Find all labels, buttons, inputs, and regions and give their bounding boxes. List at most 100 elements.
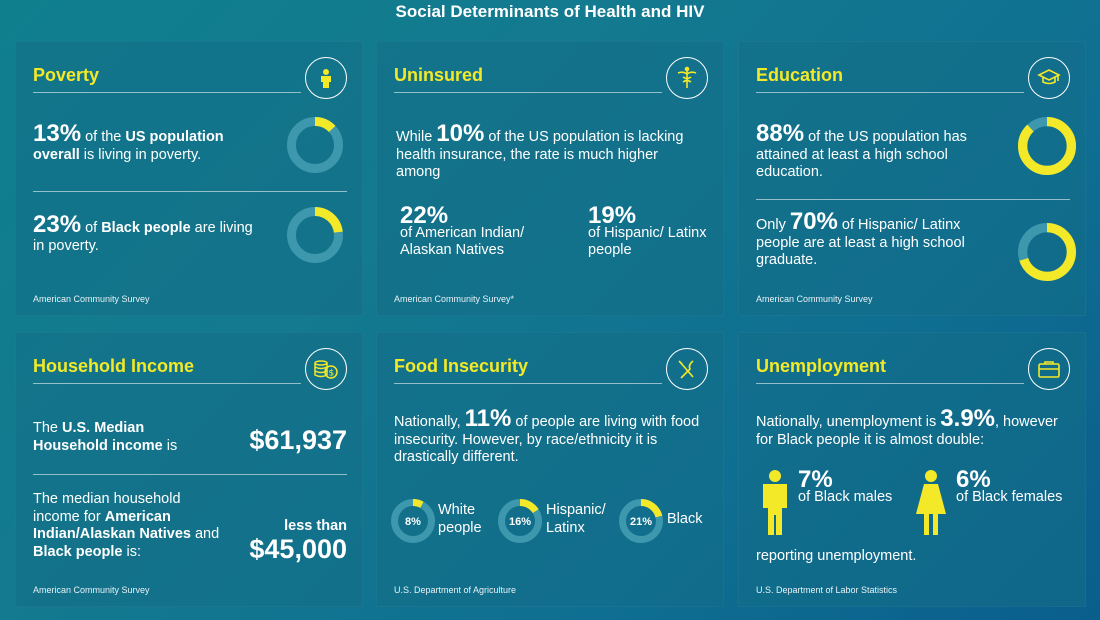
stat-bold-text: Black people [101,220,191,236]
svg-text:$: $ [329,369,335,379]
income-text: and [190,526,220,542]
divider [756,199,1070,200]
minority-income-value: $45,000 [249,534,347,564]
source: U.S. Department of Agriculture [394,585,517,595]
education-card: Education 88% of the US population has a… [738,41,1086,316]
stat-value: 3.9% [940,405,995,432]
group-label: Hispanic/ [546,502,606,518]
card-title: Household Income [33,356,195,376]
stat-value: 19% [588,202,637,229]
stat-text: are living in poverty. [33,220,253,254]
card-title: Unemployment [756,356,887,376]
group-label: Latinx [546,519,585,536]
stat-bold-text: US population overall [33,129,224,163]
stat-label: of Hispanic/ Latinx people [588,224,707,259]
stat-value: 10% [436,120,485,147]
donut-fill [1018,223,1076,281]
intro-text: While [396,129,437,145]
title-rule [394,383,662,384]
stat-value: 13% [33,120,82,147]
donut-fill [1018,117,1076,175]
less-than-label: less than [284,518,347,534]
income-bold-text: American Indian/Alaskan Natives [33,508,191,543]
poverty-stat-2: 23% of Black people are living in povert… [33,213,253,255]
donut-fill [287,117,343,173]
title-rule [394,92,662,93]
income-bold-text: U.S. Median Household income [33,420,163,454]
income-bold-text: Black people [33,543,123,560]
source: American Community Survey [33,585,150,595]
stat-text: of the US population has attained at lea… [756,129,967,180]
group-label: Black [667,511,703,527]
card-title: Uninsured [394,65,484,85]
stat-text: is living in poverty. [79,146,202,163]
food-insecurity-card: Food Insecurity Nationally, 11% of peopl… [376,332,724,607]
briefcase-icon [1028,348,1070,390]
group-label: people [438,519,482,536]
stat-value: 6% [956,466,991,493]
food-donut-black: 21% [619,499,663,543]
stat-text: of Hispanic/ Latinx people are at least … [756,217,965,268]
source: U.S. Department of Labor Statistics [756,585,898,595]
education-donut-1 [1018,117,1076,175]
page-title: Social Determinants of Health and HIV [395,2,705,21]
unemp-text: , however for Black people it is almost … [756,414,1058,448]
median-minority-label: The median household income for American… [33,491,223,561]
uninsured-intro: While 10% of the US population is lackin… [396,122,706,182]
title-rule [756,92,1024,93]
title-rule [33,92,301,93]
person-icon [305,57,347,99]
education-stat-2: Only 70% of Hispanic/ Latinx people are … [756,210,1001,270]
title-rule [756,383,1024,384]
median-income-value: $61,937 [249,425,347,455]
uninsured-card: Uninsured While 10% of the US population… [376,41,724,316]
unemployment-footer: reporting unemployment. [756,548,917,564]
stat-value: 88% [756,120,805,147]
unemployment-card: Unemployment Nationally, unemployment is… [738,332,1086,607]
stat-label: of Black males [798,488,893,505]
household-income-card: Household Income $ The U.S. Median House… [15,332,363,607]
income-text: is [162,437,178,454]
male-figure-icon [758,469,792,542]
median-label: The U.S. Median Household income is [33,420,213,455]
income-text: is: [122,543,141,560]
stat-label: of American Indian/ Alaskan Natives [400,224,525,259]
graduation-cap-icon [1028,57,1070,99]
group-label: White [438,502,476,518]
source: American Community Survey [33,294,150,304]
card-title: Food Insecurity [394,356,529,376]
food-donut-white: 8% [391,499,435,543]
unemployment-intro: Nationally, unemployment is 3.9%, howeve… [756,407,1078,449]
education-stat-1: 88% of the US population has attained at… [756,122,1001,182]
stat-value: 23% [33,211,82,238]
uninsured-stat-2: 19% of Hispanic/ Latinx people [588,202,718,260]
card-title: Education [756,65,844,85]
coins-icon: $ [305,348,347,390]
poverty-card: Poverty 13% of the US population overall… [15,41,363,316]
food-donut-hispanic: 16% [498,499,542,543]
unemp-text: Nationally, unemployment is [756,414,941,430]
education-donut-2 [1018,223,1076,281]
divider [33,191,347,192]
fork-knife-icon [666,348,708,390]
stat-text: Only [756,217,790,233]
caduceus-icon [666,57,708,99]
food-intro: Nationally, 11% of people are living wit… [394,407,714,467]
income-text: The median household income for [33,491,181,525]
donut-fill [619,499,663,543]
donut-label: 21% [630,516,652,528]
male-stat: 7% of Black males [798,468,918,506]
female-figure-icon [914,469,948,542]
female-stat: 6% of Black females [956,466,1081,506]
food-group-hispanic: Hispanic/ Latinx [546,502,626,537]
uninsured-stat-1: 22% of American Indian/ Alaskan Natives [400,204,570,260]
source: American Community Survey [756,294,873,304]
poverty-donut-1 [287,117,343,173]
stat-value: 70% [789,208,838,235]
food-group-black: Black [667,511,717,529]
donut-label: 8% [405,516,421,528]
poverty-donut-2 [287,207,343,263]
stat-text: of [81,220,102,236]
food-text: Nationally, [394,414,465,430]
title-rule [33,383,301,384]
